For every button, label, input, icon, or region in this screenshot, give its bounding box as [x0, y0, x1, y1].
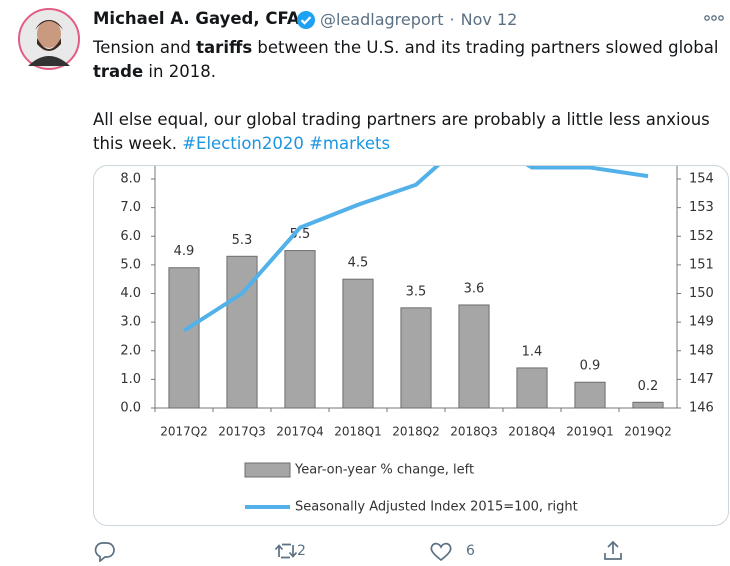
- bar-value-label: 4.5: [348, 256, 369, 271]
- y2-tick-label: 148: [689, 343, 714, 358]
- bar-value-label: 3.6: [464, 281, 485, 296]
- bar: [458, 304, 490, 409]
- bar-value-label: 3.5: [406, 284, 427, 299]
- bar: [632, 401, 664, 409]
- hashtag[interactable]: #Election2020 #markets: [182, 134, 391, 153]
- paragraph: Tension and tariffs between the U.S. and…: [93, 36, 721, 84]
- x-tick-label: 2018Q1: [334, 425, 382, 439]
- text-segment: tariffs: [196, 38, 253, 57]
- y2-tick-label: 152: [689, 229, 714, 244]
- bar-value-label: 4.9: [174, 244, 195, 259]
- y2-tick-label: 147: [689, 372, 714, 387]
- chart[interactable]: 0.0 1.0 2.0 3.0 4.0 5.0 6.0 7.0 8.0 146 147 148 149 1…: [93, 165, 729, 526]
- x-tick-label: 2019Q1: [566, 425, 614, 439]
- text-segment: trade: [93, 62, 144, 81]
- handle[interactable]: @leadlagreport: [320, 10, 444, 29]
- like-count: 6: [466, 543, 475, 559]
- verified-badge: [297, 11, 315, 29]
- y-tick-label: 3.0: [120, 315, 141, 330]
- bar-value-label: 0.9: [580, 359, 601, 374]
- bar: [284, 250, 316, 409]
- tweet-text: Tension and tariffs between the U.S. and…: [93, 36, 721, 180]
- paragraph: All else equal, our global trading partn…: [93, 108, 721, 156]
- share-button[interactable]: [601, 539, 625, 563]
- bar: [516, 367, 548, 409]
- line-series: [182, 166, 649, 333]
- y2-tick-label: 153: [689, 200, 714, 215]
- x-tick-label: 2017Q4: [276, 425, 324, 439]
- x-tick-label: 2017Q3: [218, 425, 266, 439]
- legend-label: Seasonally Adjusted Index 2015=100, righ…: [295, 500, 578, 515]
- x-tick-label: 2018Q2: [392, 425, 440, 439]
- reply-button[interactable]: [93, 540, 117, 562]
- y-tick-label: 4.0: [120, 286, 141, 301]
- x-tick-label: 2018Q3: [450, 425, 498, 439]
- y2-tick-label: 146: [689, 401, 714, 416]
- text-segment: All else equal, our global trading partn…: [93, 110, 710, 153]
- tweet-meta: @leadlagreport · Nov 12: [320, 10, 523, 29]
- text-segment: between the U.S. and its trading partner…: [252, 38, 719, 57]
- bar: [400, 307, 432, 409]
- y-tick-label: 5.0: [120, 257, 141, 272]
- avatar[interactable]: [18, 8, 80, 70]
- retweet-button[interactable]: [274, 540, 298, 562]
- legend-label: Year-on-year % change, left: [294, 463, 474, 478]
- image-frame: [93, 165, 729, 526]
- y-tick-label: 7.0: [120, 200, 141, 215]
- date[interactable]: Nov 12: [460, 10, 518, 29]
- y-tick-label: 8.0: [120, 172, 141, 187]
- y2-tick-label: 150: [689, 286, 714, 301]
- like-button[interactable]: [429, 540, 453, 562]
- separator: ·: [449, 10, 455, 29]
- bar: [342, 278, 374, 409]
- text-segment: Tension and: [93, 38, 197, 57]
- bar-value-label: 5.3: [232, 233, 253, 248]
- y-tick-label: 0.0: [120, 401, 141, 416]
- y2-tick-label: 151: [689, 257, 714, 272]
- legend-swatch: [244, 462, 291, 478]
- text-segment: in 2018.: [143, 62, 216, 81]
- display-name[interactable]: Michael A. Gayed, CFA: [93, 9, 300, 28]
- retweet-count: 2: [297, 543, 306, 559]
- x-tick-label: 2019Q2: [624, 425, 672, 439]
- y-tick-label: 1.0: [120, 372, 141, 387]
- bar: [168, 267, 200, 409]
- more-button[interactable]: [704, 13, 724, 23]
- y2-tick-label: 154: [689, 172, 714, 187]
- bar-value-label: 1.4: [522, 344, 543, 359]
- bar: [574, 381, 606, 409]
- x-tick-label: 2017Q2: [160, 425, 208, 439]
- y-tick-label: 6.0: [120, 229, 141, 244]
- bar-value-label: 0.2: [638, 379, 659, 394]
- y2-tick-label: 149: [689, 315, 714, 330]
- x-tick-label: 2018Q4: [508, 425, 556, 439]
- y-tick-label: 2.0: [120, 343, 141, 358]
